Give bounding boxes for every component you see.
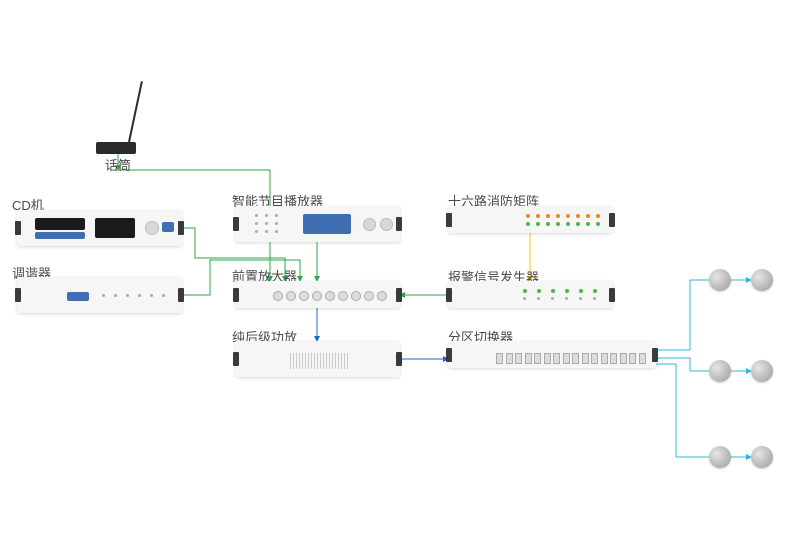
alarm-generator-device: [448, 281, 613, 308]
speaker-icon: [751, 360, 773, 382]
diagram-canvas: 话筒 CD机 调谐器 智能节目播放器 前置放大器 纯后级功放 十六路消防矩阵 报…: [0, 0, 800, 556]
tuner-device: [17, 277, 182, 313]
preamp-device: [235, 281, 400, 308]
speaker-icon: [751, 269, 773, 291]
cd-player-device: [17, 210, 182, 246]
speaker-icon: [709, 360, 731, 382]
poweramp-device: [235, 341, 400, 377]
speaker-icon: [751, 446, 773, 468]
smart-player-device: [235, 206, 400, 242]
microphone-icon: [96, 142, 136, 154]
zone-switcher-device: [448, 341, 656, 368]
speaker-icon: [709, 446, 731, 468]
mic-label: 话筒: [105, 155, 131, 174]
speaker-icon: [709, 269, 731, 291]
fire-matrix-device: [448, 206, 613, 233]
